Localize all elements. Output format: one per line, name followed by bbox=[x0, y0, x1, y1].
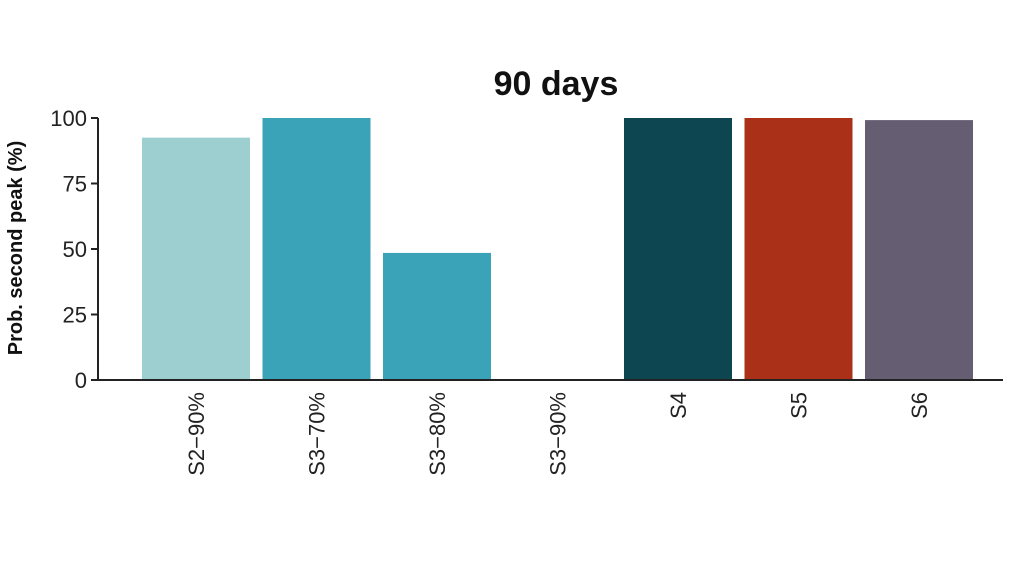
bar-s5 bbox=[744, 118, 853, 380]
x-tick-label-s3-90: S3−90% bbox=[546, 392, 571, 476]
x-tick-label-s4: S4 bbox=[666, 392, 691, 419]
chart-title: 90 days bbox=[494, 65, 619, 103]
y-tick-label-100: 100 bbox=[50, 106, 87, 131]
bar-s4 bbox=[624, 118, 732, 380]
bar-s6 bbox=[865, 120, 973, 380]
y-tick-label-50: 50 bbox=[63, 237, 87, 262]
y-ticks-group: 0 25 50 75 100 bbox=[50, 106, 98, 393]
x-tick-label-s2-90: S2−90% bbox=[184, 392, 209, 476]
bars-group bbox=[142, 118, 973, 380]
x-tick-label-s5: S5 bbox=[787, 392, 812, 419]
x-labels-group: S2−90% S3−70% S3−80% S3−90% S4 S5 S6 bbox=[184, 392, 932, 476]
bar-s3-70 bbox=[262, 118, 371, 380]
x-tick-label-s3-80: S3−80% bbox=[425, 392, 450, 476]
y-tick-label-25: 25 bbox=[63, 303, 87, 328]
x-tick-label-s6: S6 bbox=[907, 392, 932, 419]
x-tick-label-s3-70: S3−70% bbox=[305, 392, 330, 476]
bar-s3-80 bbox=[383, 252, 491, 380]
y-axis-label: Prob. second peak (%) bbox=[5, 141, 27, 356]
y-tick-label-75: 75 bbox=[63, 172, 87, 197]
y-tick-label-0: 0 bbox=[75, 368, 87, 393]
bar-s2-90 bbox=[142, 137, 250, 380]
